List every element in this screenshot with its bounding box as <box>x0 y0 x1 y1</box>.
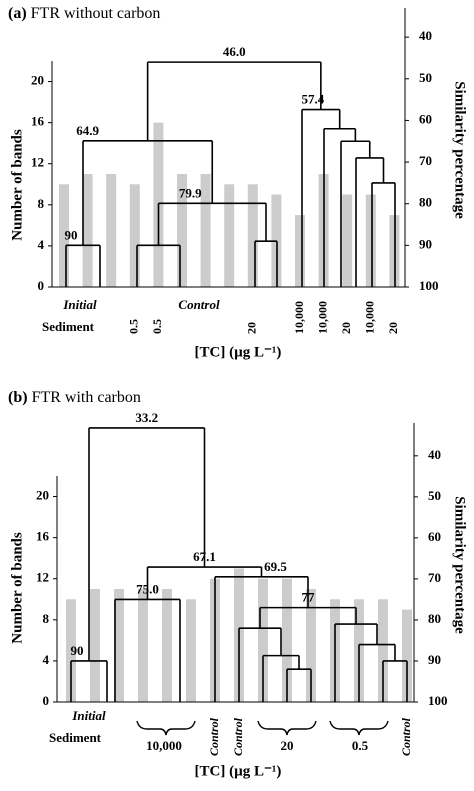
panel-title: (b) FTR with carbon <box>8 389 141 406</box>
x-tick-label: Control <box>231 717 245 756</box>
y-tick-label: 0 <box>38 278 45 293</box>
bar <box>200 174 211 287</box>
group-label: 10,000 <box>146 738 182 753</box>
bar <box>177 174 187 287</box>
bar <box>282 578 292 702</box>
x-tick-label: Control <box>399 717 413 756</box>
x-tick-label: 20 <box>245 322 259 334</box>
y-tick-label: 8 <box>43 611 50 626</box>
node-label: 64.9 <box>76 123 99 138</box>
y2-tick-label: 80 <box>419 195 432 210</box>
x-axis-title: [TC] (µg L⁻¹) <box>195 344 282 360</box>
y2-tick-label: 60 <box>428 529 441 544</box>
y-tick-label: 12 <box>36 570 49 585</box>
x-tick-label: 0.5 <box>127 319 141 334</box>
x-tick-label: 20 <box>386 322 400 334</box>
y-axis-title: Number of bands <box>9 532 25 644</box>
y2-tick-label: 40 <box>428 447 441 462</box>
bar <box>306 589 316 702</box>
bar <box>378 599 388 702</box>
y-tick-label: 20 <box>36 488 49 503</box>
y2-tick-label: 70 <box>419 153 432 168</box>
node-label: 79.9 <box>179 185 202 200</box>
group-label: Initial <box>62 297 97 312</box>
y-tick-label: 16 <box>36 529 50 544</box>
node-label: 69.5 <box>264 559 287 574</box>
group-label: Control <box>178 297 220 312</box>
x-tick-label: 10,000 <box>315 301 329 334</box>
x-axis-title: [TC] (µg L⁻¹) <box>195 763 282 779</box>
bar <box>186 599 196 702</box>
bar <box>162 589 172 702</box>
y2-tick-label: 60 <box>419 111 432 126</box>
x-tick-label: Control <box>207 717 221 756</box>
group-label: 0.5 <box>352 738 369 753</box>
y-tick-label: 16 <box>31 114 45 129</box>
y-tick-label: 0 <box>43 693 50 708</box>
group-label: Sediment <box>42 319 95 334</box>
y2-tick-label: 40 <box>419 28 432 43</box>
bar <box>402 609 412 702</box>
y2-axis-title: Similarity percentage <box>452 496 468 634</box>
x-tick-label: 20 <box>339 322 353 334</box>
y2-tick-label: 50 <box>428 488 441 503</box>
y-tick-label: 4 <box>43 652 50 667</box>
panel-label: (b) <box>8 389 28 406</box>
bar <box>138 589 148 702</box>
node-label: 90 <box>65 227 78 242</box>
y2-axis-title: Similarity percentage <box>452 81 468 219</box>
y-tick-label: 8 <box>38 196 45 211</box>
bar <box>224 184 235 287</box>
x-tick-label: 10,000 <box>292 301 306 334</box>
bar <box>114 589 124 702</box>
bar <box>90 589 100 702</box>
panel-title: (a) FTR without carbon <box>8 5 160 22</box>
x-tick-label: 10,000 <box>363 301 377 334</box>
node-label: 90 <box>71 643 84 658</box>
title-text: FTR with carbon <box>32 389 141 406</box>
y-axis-title: Number of bands <box>9 129 25 241</box>
y2-tick-label: 50 <box>419 70 432 85</box>
y2-tick-label: 90 <box>419 236 432 251</box>
group-label: 20 <box>281 738 294 753</box>
node-label: 57.4 <box>301 92 324 107</box>
bar <box>258 578 268 702</box>
bar <box>295 215 305 287</box>
y2-tick-label: 100 <box>428 693 448 708</box>
y2-tick-label: 80 <box>428 611 441 626</box>
y-tick-label: 12 <box>31 155 44 170</box>
y2-tick-label: 70 <box>428 570 441 585</box>
group-label: Initial <box>71 708 106 723</box>
bar <box>342 194 353 287</box>
x-tick-label: 0.5 <box>150 319 164 334</box>
y2-tick-label: 90 <box>428 652 441 667</box>
group-label: Sediment <box>49 730 102 745</box>
title-text: FTR without carbon <box>31 5 161 22</box>
y2-tick-label: 100 <box>419 278 439 293</box>
bar <box>82 174 93 287</box>
node-label: 46.0 <box>223 44 246 59</box>
panel-label: (a) <box>8 5 27 22</box>
bar <box>365 194 376 287</box>
y-tick-label: 4 <box>38 237 45 252</box>
bar <box>59 184 69 287</box>
bar <box>129 184 140 287</box>
bar <box>106 174 117 287</box>
node-label: 33.2 <box>135 410 158 425</box>
bar <box>247 184 258 287</box>
bar <box>66 599 76 702</box>
y-tick-label: 20 <box>31 73 44 88</box>
braces <box>136 720 389 736</box>
